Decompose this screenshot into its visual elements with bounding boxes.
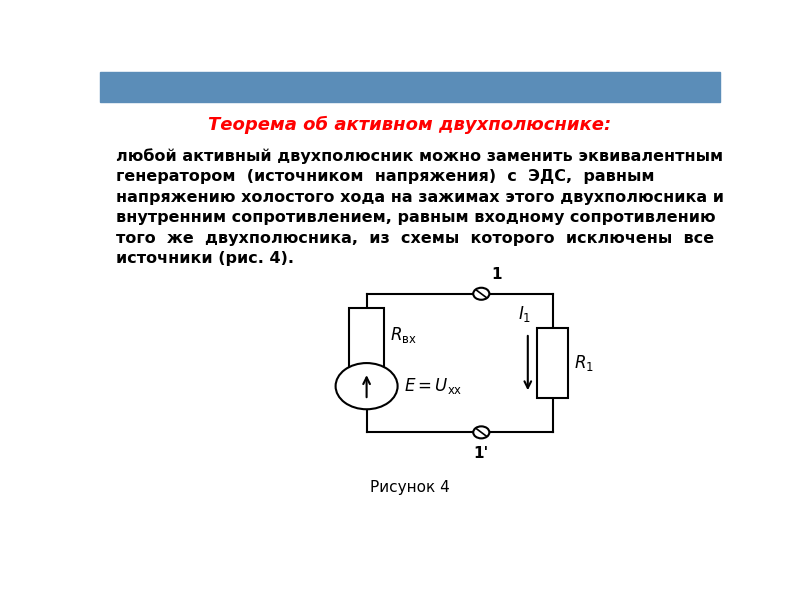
- Text: $R_{\rm вх}$: $R_{\rm вх}$: [390, 325, 417, 346]
- Circle shape: [336, 363, 398, 409]
- Text: Теорема об активном двухполюснике:: Теорема об активном двухполюснике:: [208, 116, 612, 134]
- Text: $E = U_{\rm хх}$: $E = U_{\rm хх}$: [404, 376, 462, 396]
- Text: 1: 1: [491, 267, 502, 282]
- Circle shape: [474, 427, 490, 439]
- Text: $R_1$: $R_1$: [574, 353, 594, 373]
- Bar: [350, 308, 384, 372]
- Text: любой активный двухполюсник можно заменить эквивалентным
генератором  (источнико: любой активный двухполюсник можно замени…: [115, 148, 723, 266]
- Text: Рисунок 4: Рисунок 4: [370, 480, 450, 496]
- Bar: [100, 72, 720, 102]
- Bar: [537, 328, 568, 398]
- Circle shape: [474, 288, 490, 300]
- Text: $I_1$: $I_1$: [518, 304, 531, 324]
- Text: 1': 1': [474, 446, 489, 461]
